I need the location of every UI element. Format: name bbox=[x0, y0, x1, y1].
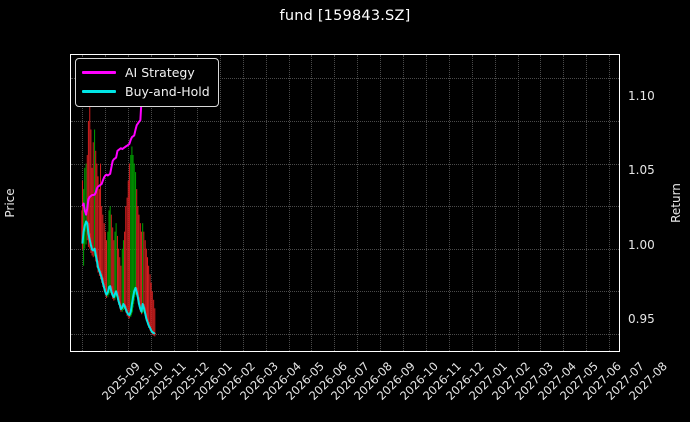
y2-tick-mark bbox=[619, 171, 620, 172]
grid-line-vertical bbox=[265, 55, 267, 351]
legend-color-swatch bbox=[82, 90, 116, 93]
grid-line-vertical bbox=[242, 55, 244, 351]
x-tick-mark bbox=[426, 351, 427, 352]
x-tick-mark bbox=[266, 351, 267, 352]
x-tick-mark bbox=[220, 351, 221, 352]
grid-line-vertical bbox=[151, 55, 153, 351]
grid-line-vertical bbox=[357, 55, 359, 351]
y2-tick-mark bbox=[619, 320, 620, 321]
y-tick-mark bbox=[70, 291, 71, 292]
y2-tick-label: 1.05 bbox=[628, 163, 655, 178]
grid-line-vertical bbox=[517, 55, 519, 351]
chart-legend: AI Strategy Buy-and-Hold bbox=[75, 58, 219, 107]
x-tick-mark bbox=[105, 351, 106, 352]
grid-line-vertical bbox=[425, 55, 427, 351]
x-tick-mark bbox=[495, 351, 496, 352]
grid-line-vertical bbox=[494, 55, 496, 351]
legend-color-swatch bbox=[82, 71, 116, 74]
y-tick-mark bbox=[70, 121, 71, 122]
grid-line-horizontal bbox=[71, 206, 619, 208]
y-tick-mark bbox=[70, 78, 71, 79]
grid-line-vertical bbox=[540, 55, 542, 351]
x-tick-mark bbox=[609, 351, 610, 352]
series-line-buy-and-hold bbox=[81, 220, 156, 335]
x-tick-mark bbox=[403, 351, 404, 352]
grid-line-horizontal bbox=[71, 78, 619, 80]
x-tick-mark bbox=[128, 351, 129, 352]
y-tick-mark bbox=[70, 249, 71, 250]
x-tick-mark bbox=[540, 351, 541, 352]
grid-line-horizontal bbox=[71, 291, 619, 293]
data-series-layer bbox=[81, 79, 156, 337]
grid-line-vertical bbox=[334, 55, 336, 351]
grid-line-vertical bbox=[609, 55, 611, 351]
plot-area: AI Strategy Buy-and-Hold bbox=[70, 54, 620, 352]
grid-line-vertical bbox=[311, 55, 313, 351]
grid-line-horizontal bbox=[71, 120, 619, 122]
y-axis-label-left: Price bbox=[3, 188, 17, 218]
x-tick-mark bbox=[82, 351, 83, 352]
y-axis-label-right: Return bbox=[669, 183, 683, 223]
x-tick-mark bbox=[449, 351, 450, 352]
y-tick-mark bbox=[70, 334, 71, 335]
grid-line-vertical bbox=[563, 55, 565, 351]
x-tick-mark bbox=[586, 351, 587, 352]
x-tick-mark bbox=[518, 351, 519, 352]
grid-line-vertical bbox=[196, 55, 198, 351]
x-tick-mark bbox=[334, 351, 335, 352]
grid-line-horizontal bbox=[71, 248, 619, 250]
grid-line-vertical bbox=[105, 55, 107, 351]
grid-line-vertical bbox=[448, 55, 450, 351]
x-tick-mark bbox=[197, 351, 198, 352]
chart-title: fund [159843.SZ] bbox=[279, 8, 411, 24]
y2-tick-mark bbox=[619, 97, 620, 98]
y-tick-mark bbox=[70, 164, 71, 165]
grid-line-vertical bbox=[174, 55, 176, 351]
grid-line-vertical bbox=[219, 55, 221, 351]
y-tick-mark bbox=[70, 206, 71, 207]
legend-label: Buy-and-Hold bbox=[125, 84, 210, 99]
x-tick-mark bbox=[357, 351, 358, 352]
legend-item[interactable]: AI Strategy bbox=[82, 63, 210, 82]
grid-line-vertical bbox=[403, 55, 405, 351]
x-tick-mark bbox=[151, 351, 152, 352]
x-tick-mark bbox=[174, 351, 175, 352]
grid-line-vertical bbox=[288, 55, 290, 351]
legend-item[interactable]: Buy-and-Hold bbox=[82, 82, 210, 101]
y2-tick-mark bbox=[619, 246, 620, 247]
x-tick-mark bbox=[289, 351, 290, 352]
grid-line-horizontal bbox=[71, 163, 619, 165]
grid-line-vertical bbox=[586, 55, 588, 351]
y2-tick-label: 0.95 bbox=[628, 311, 655, 326]
x-tick-mark bbox=[311, 351, 312, 352]
y2-tick-label: 1.00 bbox=[628, 237, 655, 252]
grid-line-vertical bbox=[380, 55, 382, 351]
x-tick-mark bbox=[563, 351, 564, 352]
candle-body bbox=[81, 210, 84, 244]
grid-line-vertical bbox=[471, 55, 473, 351]
y2-tick-label: 1.10 bbox=[628, 89, 655, 104]
x-tick-mark bbox=[380, 351, 381, 352]
legend-label: AI Strategy bbox=[125, 65, 195, 80]
x-tick-mark bbox=[472, 351, 473, 352]
x-tick-mark bbox=[243, 351, 244, 352]
grid-line-horizontal bbox=[71, 333, 619, 335]
